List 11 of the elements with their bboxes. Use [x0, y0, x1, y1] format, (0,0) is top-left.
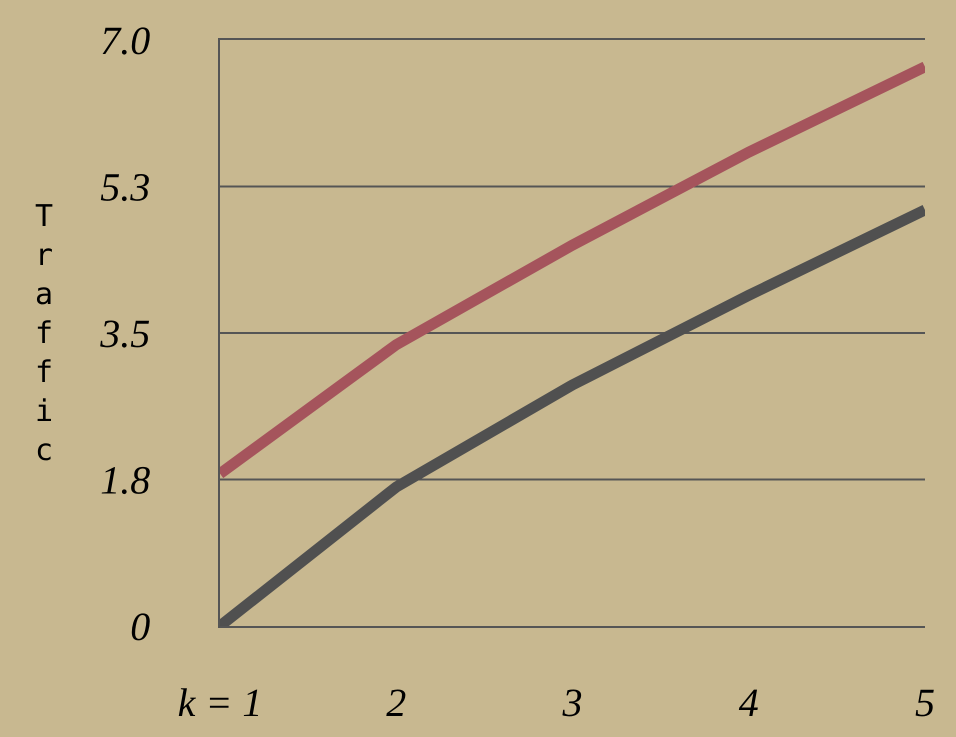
- y-tick-label: 0: [130, 604, 150, 649]
- y-tick-label: 5.3: [100, 164, 150, 210]
- y-tick-label: 1.8: [100, 458, 150, 502]
- y-tick-label: 7.0: [100, 18, 150, 63]
- x-tick-label: 2: [386, 680, 406, 725]
- x-tick-label: k = 1: [178, 680, 262, 725]
- y-tick-label: 3.5: [99, 311, 150, 356]
- x-tick-label: 3: [562, 680, 582, 725]
- x-tick-label: 5: [915, 680, 935, 725]
- x-tick-label: 4: [738, 680, 759, 725]
- y-axis-title: Traffic: [35, 199, 54, 468]
